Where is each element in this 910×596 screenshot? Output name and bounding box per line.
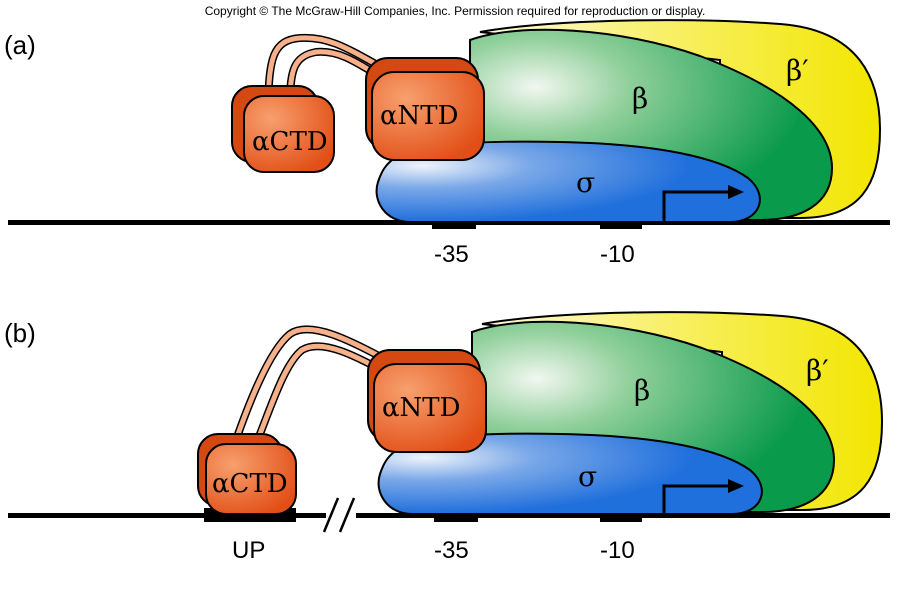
label-sigma-a: σ (576, 166, 595, 199)
panel-label-a: (a) (4, 30, 36, 60)
panel-label-b: (b) (4, 318, 36, 348)
label-beta-prime-a: β′ (786, 54, 809, 87)
copyright-notice: Copyright © The McGraw-Hill Companies, I… (204, 4, 706, 18)
label-sigma-b: σ (578, 460, 597, 493)
actd-front-b (205, 443, 297, 515)
tss-arrow-b (662, 484, 728, 515)
label-antd-a: αNTD (380, 101, 459, 131)
panel-b: αCTD αNTD β β′ σ UP -35 -10 (8, 311, 890, 564)
label-beta-prime-b: β′ (806, 354, 829, 387)
dna-strand-b-left (8, 513, 326, 518)
actd-front-a (243, 95, 335, 173)
label-actd-b: αCTD (212, 469, 288, 499)
panel-a: αCTD αNTD β β′ σ -35 -10 (8, 19, 890, 268)
label-minus35-b: -35 (434, 537, 469, 564)
label-actd-a: αCTD (252, 127, 328, 157)
dna-break-mark-2 (338, 497, 356, 533)
label-up-b: UP (232, 537, 265, 564)
label-minus10-a: -10 (600, 241, 635, 268)
dna-break-mark-1 (322, 497, 340, 533)
tss-arrow-a (662, 190, 728, 222)
label-minus10-b: -10 (600, 537, 635, 564)
label-beta-b: β (634, 374, 650, 407)
label-beta-a: β (632, 82, 648, 115)
label-minus35-a: -35 (434, 241, 469, 268)
label-antd-b: αNTD (382, 393, 461, 423)
